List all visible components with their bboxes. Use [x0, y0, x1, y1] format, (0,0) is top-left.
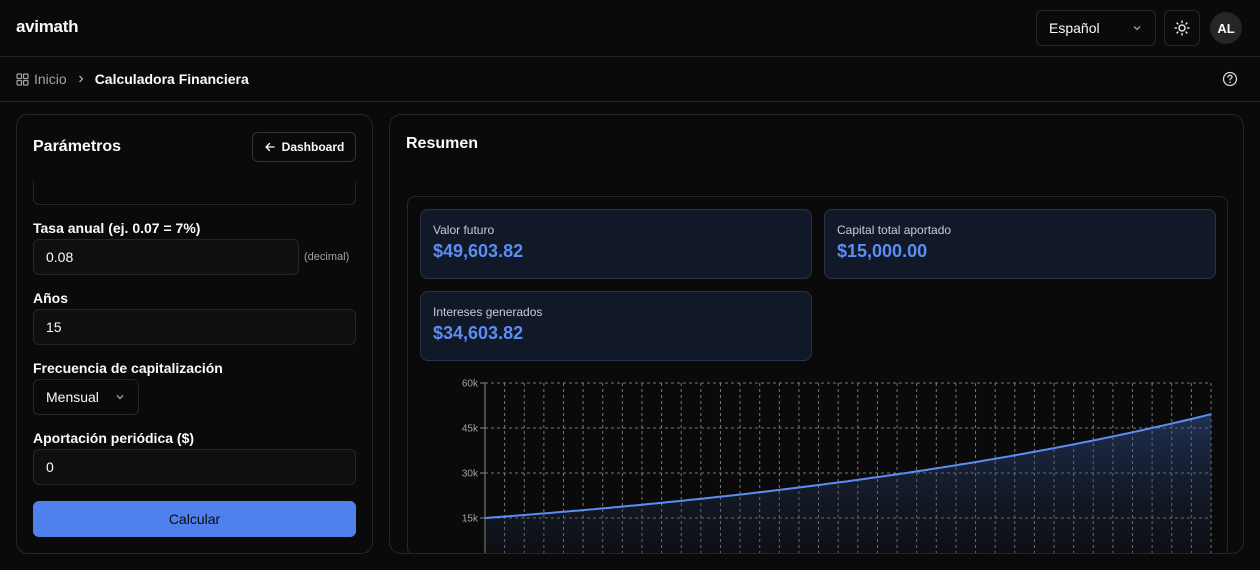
growth-area — [485, 414, 1211, 553]
calculate-button[interactable]: Calcular — [33, 501, 356, 537]
contribution-label: Aportación periódica ($) — [33, 430, 195, 446]
top-bar: avimath Español AL — [0, 0, 1260, 57]
y-tick-label: 60k — [462, 379, 479, 390]
breadcrumb: Inicio Calculadora Financiera — [16, 71, 249, 87]
y-tick-label: 30k — [462, 469, 479, 480]
frequency-value: Mensual — [46, 389, 99, 405]
years-input[interactable]: 15 — [33, 309, 356, 345]
app-logo[interactable]: avimath — [16, 17, 79, 36]
dashboard-button-label: Dashboard — [281, 140, 345, 154]
rate-input[interactable]: 0.08 — [33, 239, 299, 275]
growth-chart: 60k 45k 30k 15k — [462, 379, 1212, 553]
stat-value: $49,603.82 — [433, 241, 524, 261]
chevron-down-icon — [116, 395, 124, 400]
dashboard-button[interactable]: Dashboard — [252, 132, 356, 162]
breadcrumb-home[interactable]: Inicio — [16, 71, 67, 87]
sun-icon — [1174, 20, 1190, 36]
stat-label: Valor futuro — [433, 223, 495, 237]
help-button[interactable] — [1222, 71, 1238, 92]
avatar[interactable]: AL — [1210, 12, 1242, 44]
stat-label: Intereses generados — [433, 305, 543, 319]
contribution-input[interactable]: 0 — [33, 449, 356, 485]
theme-toggle-button[interactable] — [1164, 10, 1200, 46]
language-select[interactable]: Español — [1036, 10, 1156, 46]
breadcrumb-bar: Inicio Calculadora Financiera — [0, 57, 1260, 102]
previous-input-edge — [33, 181, 356, 205]
stat-value: $34,603.82 — [433, 323, 524, 343]
chevron-down-icon — [1133, 26, 1141, 31]
summary-panel: Valor futuro $49,603.82 Capital total ap… — [407, 196, 1228, 553]
rate-hint: (decimal) — [304, 251, 350, 263]
help-icon — [1222, 71, 1238, 87]
breadcrumb-home-label: Inicio — [34, 71, 67, 87]
summary-card: Resumen Valor futuro $49,603.82 Capital … — [389, 114, 1244, 554]
stat-label: Capital total aportado — [837, 223, 952, 237]
summary-title: Resumen — [406, 135, 479, 152]
rate-label: Tasa anual (ej. 0.07 = 7%) — [33, 220, 201, 236]
breadcrumb-current: Calculadora Financiera — [94, 71, 249, 87]
frequency-select[interactable]: Mensual — [33, 379, 139, 415]
frequency-label: Frecuencia de capitalización — [33, 360, 223, 376]
arrow-left-icon — [264, 142, 275, 152]
stat-future-value: Valor futuro $49,603.82 — [420, 209, 812, 279]
y-tick-label: 15k — [462, 514, 479, 525]
y-tick-label: 45k — [462, 424, 479, 435]
years-label: Años — [33, 290, 68, 306]
chevron-right-icon — [78, 75, 84, 83]
growth-line — [484, 413, 1212, 519]
stat-value: $15,000.00 — [837, 241, 928, 261]
grid-icon — [16, 72, 29, 86]
language-value: Español — [1049, 20, 1100, 36]
parameters-title: Parámetros — [33, 138, 122, 155]
parameters-card: Parámetros Dashboard Tasa anual (ej. 0.0… — [16, 114, 373, 554]
stat-interest: Intereses generados $34,603.82 — [420, 291, 812, 361]
stat-total-capital: Capital total aportado $15,000.00 — [824, 209, 1216, 279]
